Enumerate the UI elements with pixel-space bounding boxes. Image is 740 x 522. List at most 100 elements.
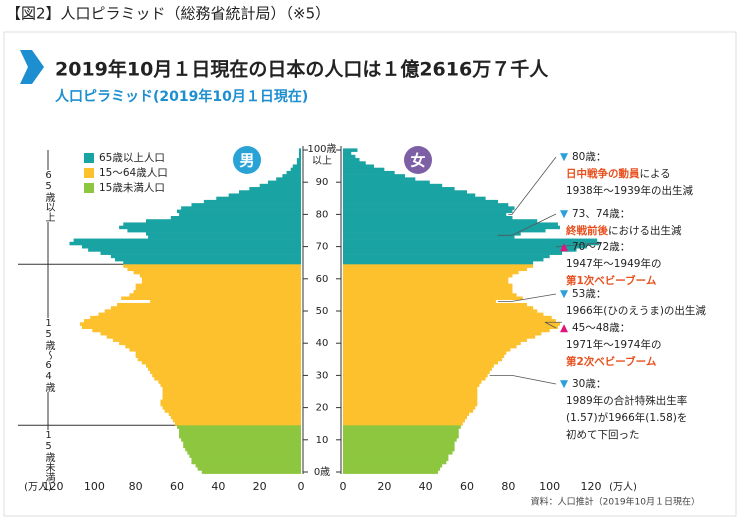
male-bar — [112, 338, 301, 342]
female-bar — [343, 209, 513, 214]
female-bar — [343, 431, 459, 436]
male-bar — [81, 325, 301, 330]
male-bar — [133, 290, 301, 294]
female-bar — [343, 405, 476, 410]
unit-left: (万人) — [24, 481, 52, 493]
female-bar — [343, 286, 513, 291]
female-bar — [343, 335, 536, 339]
annotation-label: 53歳： — [572, 288, 606, 300]
x-tick-label: 20 — [377, 480, 391, 493]
female-bar — [343, 422, 463, 426]
male-bar — [181, 438, 301, 442]
male-bar — [141, 280, 301, 284]
male-bar — [123, 261, 302, 265]
male-bar — [187, 451, 301, 455]
male-bar — [282, 174, 301, 178]
x-tick-label: 0 — [340, 480, 347, 493]
female-bar — [343, 225, 560, 230]
female-bar — [343, 415, 467, 420]
female-bar — [343, 393, 478, 397]
male-bar — [150, 299, 301, 304]
male-bar — [127, 267, 302, 272]
source: 資料：人口推計（2019年10月１日現在） — [531, 496, 700, 508]
male-bar — [146, 232, 301, 236]
female-bar — [343, 344, 517, 349]
female-bar — [343, 199, 498, 204]
male-bar — [127, 228, 302, 233]
legend-swatch — [84, 183, 94, 193]
y-tick-label: 30 — [316, 370, 329, 381]
male-bar — [135, 354, 301, 358]
male-bar — [290, 167, 301, 172]
annotation-line: 1938年〜1939年の出生減 — [566, 184, 693, 197]
annotation-text: 1989年の合計特殊出生率 — [566, 394, 687, 407]
y-tick-label: 20 — [316, 403, 329, 414]
female-bar — [343, 244, 587, 249]
male-bar — [177, 425, 301, 429]
female-bar — [343, 457, 449, 462]
male-bar — [177, 209, 301, 214]
female-bar — [343, 216, 513, 220]
male-bar — [201, 470, 301, 474]
female-bar — [343, 412, 470, 416]
female-bar — [343, 267, 527, 272]
annotation-line: (1.57)が1966年(1.58)を — [566, 411, 687, 424]
annotation-line: 終戦前後における出生減 — [566, 224, 682, 237]
female-bar — [343, 409, 474, 413]
annotation-line: 初めて下回った — [566, 428, 640, 441]
female-bar — [343, 167, 385, 172]
male-bar — [179, 212, 301, 217]
female-bar — [343, 451, 453, 455]
female-bar — [343, 454, 449, 458]
annotation-label: 30歳： — [572, 378, 606, 390]
annotation-line: 1971年〜1974年の — [566, 338, 661, 351]
female-bar — [343, 425, 461, 429]
male-bar — [162, 386, 301, 391]
annotation-text: 1966年(ひのえうま)の出生減 — [566, 304, 706, 317]
male-bar — [104, 309, 302, 313]
group-label: 15歳〜64歳 — [42, 318, 54, 392]
female-bar — [343, 360, 498, 365]
female-bar — [343, 470, 439, 474]
female-bar — [343, 183, 443, 188]
female-bar — [343, 241, 600, 246]
female-bar — [343, 203, 509, 207]
female-bar — [343, 293, 517, 297]
female-bar — [343, 377, 486, 381]
male-bar — [162, 389, 301, 394]
female-bar — [343, 190, 467, 194]
male-bar — [129, 293, 301, 297]
y-tick-label: 80 — [316, 209, 329, 220]
male-bar — [298, 148, 301, 152]
female-bar — [343, 235, 515, 239]
male-bar — [296, 158, 301, 162]
female-bar — [343, 389, 478, 394]
female-bar — [343, 187, 455, 191]
female-bar — [343, 322, 560, 326]
female-bar — [343, 325, 558, 330]
annotation-emphasis: 日中戦争の動員 — [566, 167, 640, 180]
y-tick-label: 40 — [316, 338, 329, 349]
female-bar — [343, 364, 494, 368]
legend-label: 15歳未満人口 — [99, 182, 165, 194]
female-bar — [343, 248, 577, 252]
female-bar — [343, 151, 352, 156]
annotation-marker: ▲ — [560, 241, 569, 253]
male-bar — [84, 319, 301, 323]
male-bar — [228, 193, 301, 197]
female-bar — [343, 254, 550, 259]
female-bar — [343, 196, 486, 201]
male-bar — [172, 418, 301, 423]
male-bar — [135, 283, 301, 288]
male-bar — [69, 241, 302, 246]
female-bar — [343, 399, 478, 404]
male-bar — [135, 286, 301, 291]
female-bar — [343, 232, 521, 236]
annotation-line: 1966年(ひのえうま)の出生減 — [566, 304, 706, 317]
male-bar — [141, 360, 301, 365]
female-bar — [343, 367, 492, 371]
annotation-line: 日中戦争の動員による — [566, 167, 671, 180]
female-bar — [343, 444, 455, 449]
y-tick-label: 50 — [316, 306, 329, 317]
